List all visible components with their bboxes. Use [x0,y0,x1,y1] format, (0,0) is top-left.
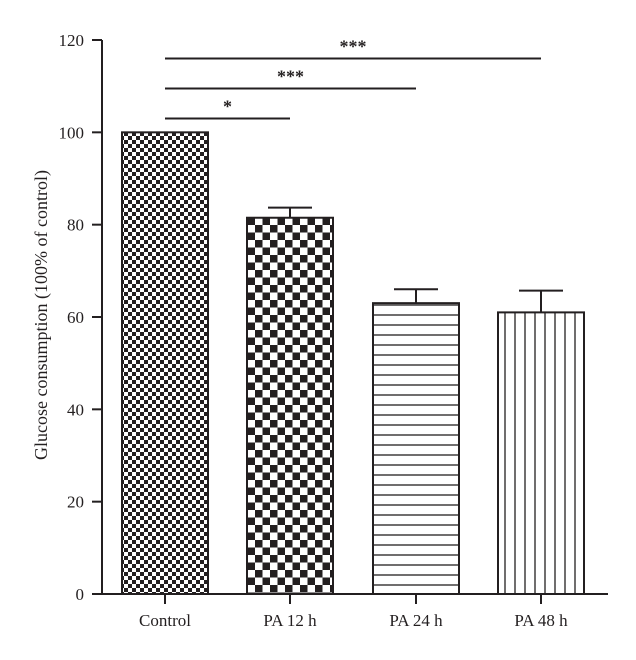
x-tick-label: PA 48 h [514,611,568,630]
x-tick-label: PA 12 h [263,611,317,630]
x-tick-label: PA 24 h [389,611,443,630]
y-tick-label: 0 [76,585,85,604]
x-tick-label: Control [139,611,191,630]
y-axis-title: Glucose consumption (100% of control) [31,170,52,460]
y-tick-label: 20 [67,493,84,512]
y-tick-label: 120 [59,31,85,50]
bar-pa-12-h [246,216,334,595]
y-tick-label: 100 [59,123,85,142]
bar-pa-48-h [497,311,585,595]
bar-pa-24-h [372,302,460,595]
error-bars [268,206,563,313]
bar-control [121,131,209,595]
y-tick-label: 80 [67,216,84,235]
y-tick-label: 40 [67,400,84,419]
x-ticks: Control PA 12 h PA 24 h PA 48 h [139,594,568,630]
significance-markers: ******* [165,36,541,120]
y-tick-label: 60 [67,308,84,327]
significance-label: *** [277,66,304,86]
bars [121,131,585,595]
significance-label: * [223,96,232,116]
significance-label: *** [340,36,367,56]
y-ticks: 0 20 40 60 80 100 120 [59,31,102,604]
